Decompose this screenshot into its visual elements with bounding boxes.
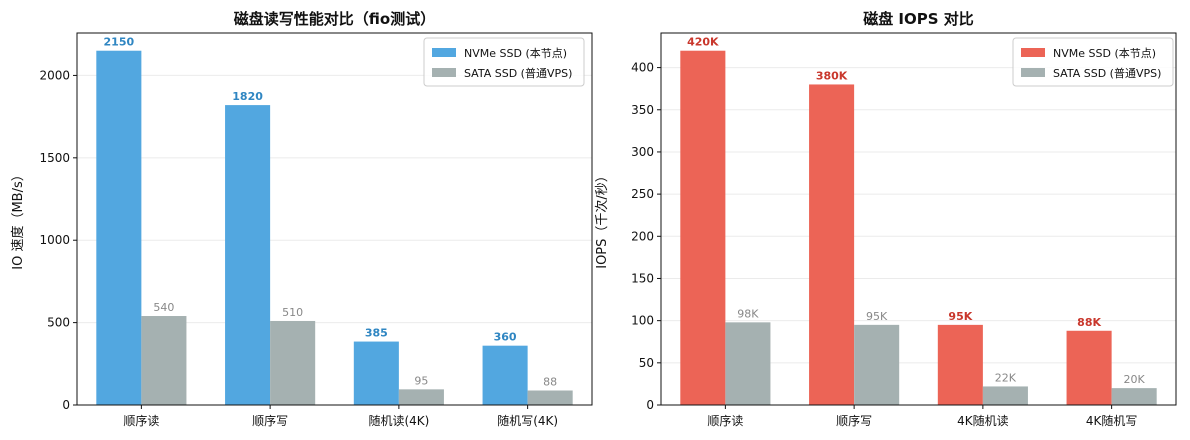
legend-swatch (432, 68, 456, 77)
data-label: 20K (1124, 373, 1146, 386)
y-tick-label: 1000 (39, 233, 70, 247)
data-label: 88K (1077, 316, 1101, 329)
data-label: 95K (948, 310, 972, 323)
legend-swatch (1021, 48, 1045, 57)
legend-swatch (1021, 68, 1045, 77)
y-tick-label: 100 (631, 314, 654, 328)
data-label: 540 (153, 301, 174, 314)
y-tick-label: 0 (62, 398, 70, 412)
bar-nvme (482, 345, 528, 405)
x-tick-label: 随机读(4K) (368, 413, 429, 428)
plot-frame (660, 32, 1177, 406)
legend-box (423, 37, 585, 87)
bar-sata (725, 322, 771, 405)
y-tick-label: 400 (631, 61, 654, 75)
legend-entry: NVMe SSD (本节点) (464, 46, 567, 60)
data-label: 380K (816, 69, 848, 82)
y-tick-label: 0 (646, 398, 654, 412)
legend-box (1012, 37, 1174, 87)
chart-panel-1: 2150 1820 385 360 540 510 95 88 0 500 1000 1500 2000… (10, 10, 593, 428)
y-tick-label: 1500 (39, 151, 70, 165)
x-tick-label: 顺序写 (252, 413, 288, 428)
x-tick-label: 顺序写 (836, 413, 872, 428)
bar-nvme (353, 341, 399, 405)
plot-frame (76, 32, 593, 406)
x-tick-label: 随机写(4K) (497, 413, 558, 428)
data-label: 88 (543, 375, 557, 388)
data-label: 510 (282, 306, 303, 319)
bar-sata (141, 316, 187, 405)
data-label: 1820 (232, 90, 263, 103)
data-label: 385 (365, 327, 388, 340)
x-tick-label: 顺序读 (123, 413, 159, 428)
bar-sata (398, 389, 444, 405)
y-tick-label: 300 (631, 145, 654, 159)
bar-sata (270, 320, 316, 405)
y-axis-label: IO 速度（MB/s） (10, 168, 26, 270)
bar-sata (1111, 388, 1157, 405)
data-label: 2150 (104, 36, 135, 49)
data-label: 95K (866, 310, 888, 323)
legend: NVMe SSD (本节点) SATA SSD (普通VPS) (1012, 37, 1174, 87)
y-tick-label: 2000 (39, 68, 70, 82)
y-tick-label: 200 (631, 229, 654, 243)
bar-nvme (1066, 330, 1112, 405)
bar-nvme (96, 50, 142, 405)
data-label: 420K (687, 36, 719, 49)
x-tick-label: 4K随机写 (1086, 413, 1138, 428)
chart-panel-2: 420K 380K 95K 88K 98K 95K 22K 20K 0 50 100 150 200 25… (594, 10, 1177, 428)
legend-swatch (432, 48, 456, 57)
y-tick-label: 500 (47, 316, 70, 330)
y-tick-label: 50 (639, 356, 654, 370)
x-tick-label: 顺序读 (707, 413, 743, 428)
bar-nvme (937, 324, 983, 405)
legend-entry: SATA SSD (普通VPS) (1053, 66, 1161, 80)
bar-sata (982, 386, 1028, 405)
legend-entry: SATA SSD (普通VPS) (464, 66, 572, 80)
x-tick-label: 4K随机读 (957, 413, 1009, 428)
y-tick-label: 150 (631, 271, 654, 285)
y-tick-label: 350 (631, 103, 654, 117)
legend-entry: NVMe SSD (本节点) (1053, 46, 1156, 60)
chart-title: 磁盘 IOPS 对比 (863, 10, 974, 28)
y-axis-label: IOPS（千次/秒） (594, 169, 610, 269)
data-label: 95 (414, 374, 428, 387)
data-label: 98K (737, 307, 759, 320)
bar-nvme (225, 105, 271, 406)
bar-sata (854, 324, 900, 405)
bar-nvme (809, 84, 855, 405)
data-label: 360 (494, 331, 517, 344)
bar-nvme (680, 50, 726, 405)
bar-sata (527, 390, 573, 405)
legend: NVMe SSD (本节点) SATA SSD (普通VPS) (423, 37, 585, 87)
data-label: 22K (995, 371, 1017, 384)
y-tick-label: 250 (631, 187, 654, 201)
chart-title: 磁盘读写性能对比（fio测试） (234, 10, 435, 28)
